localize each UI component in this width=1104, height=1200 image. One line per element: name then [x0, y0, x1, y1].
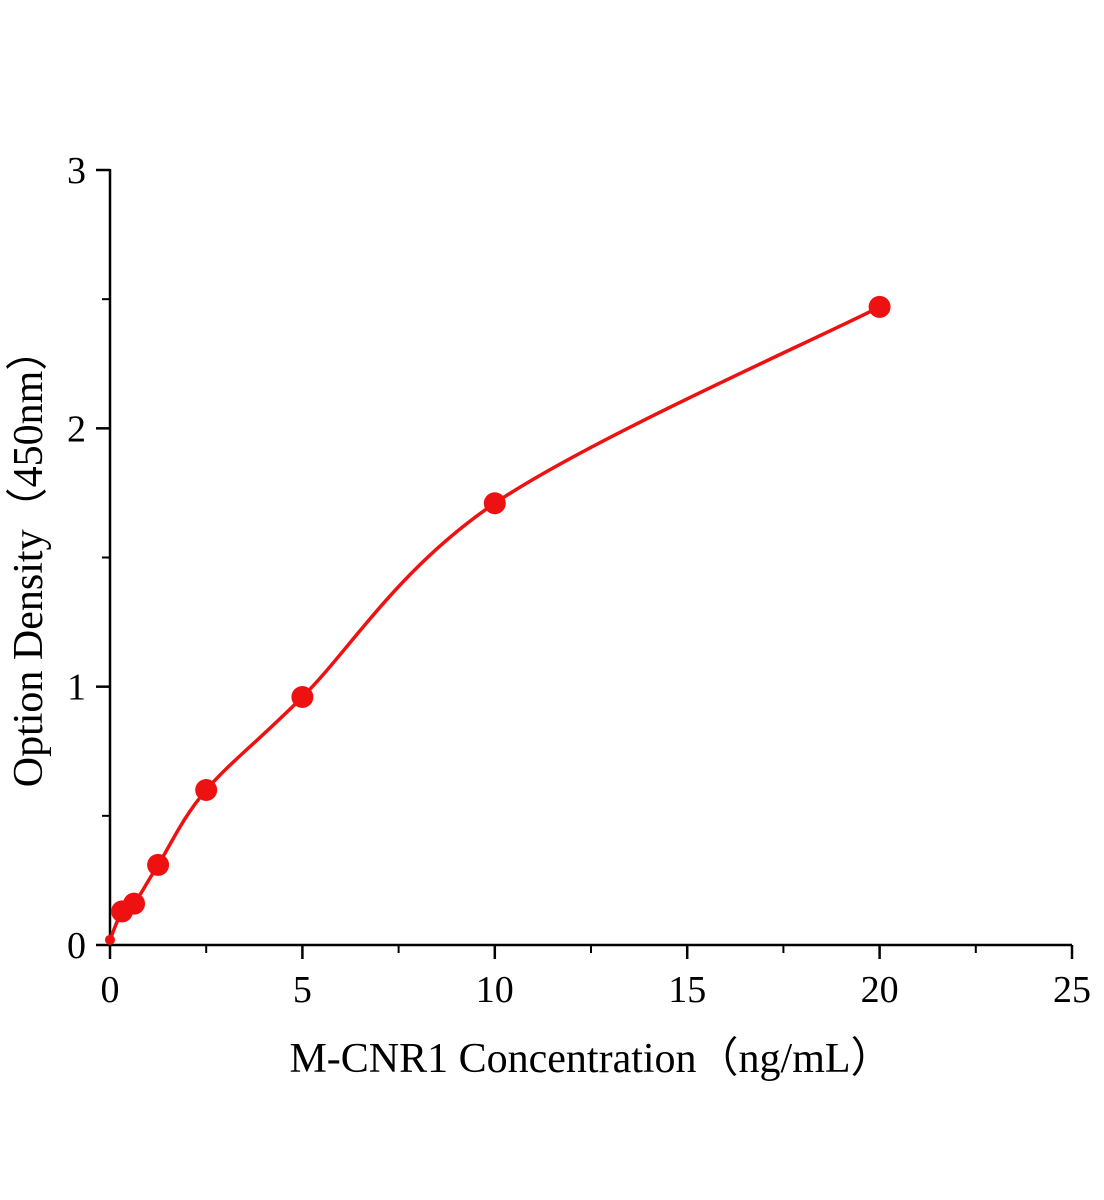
plot-layer: 0 5 10 15 20 25 0 1 2 3	[67, 150, 1091, 1011]
data-point	[291, 686, 314, 708]
y-tick-label: 0	[67, 925, 86, 967]
y-tick-label: 3	[67, 150, 86, 192]
fit-curve	[108, 305, 882, 942]
x-tick-label: 5	[293, 969, 312, 1011]
data-point	[147, 853, 170, 876]
y-axis-title: Option Density（450nm）	[6, 329, 52, 788]
x-tick-label: 0	[101, 969, 120, 1011]
data-point	[105, 934, 115, 945]
y-tick-label: 1	[67, 667, 86, 709]
data-point	[868, 295, 891, 318]
x-axis-title: M-CNR1 Concentration（ng/mL）	[289, 1036, 892, 1082]
data-point	[123, 892, 146, 915]
x-tick-label: 10	[476, 969, 514, 1011]
y-tick-label: 2	[67, 408, 86, 450]
data-point	[195, 779, 218, 801]
data-point	[483, 492, 506, 515]
x-tick-label: 15	[668, 969, 706, 1011]
x-tick-label: 25	[1053, 969, 1091, 1011]
x-tick-label: 20	[861, 969, 899, 1011]
